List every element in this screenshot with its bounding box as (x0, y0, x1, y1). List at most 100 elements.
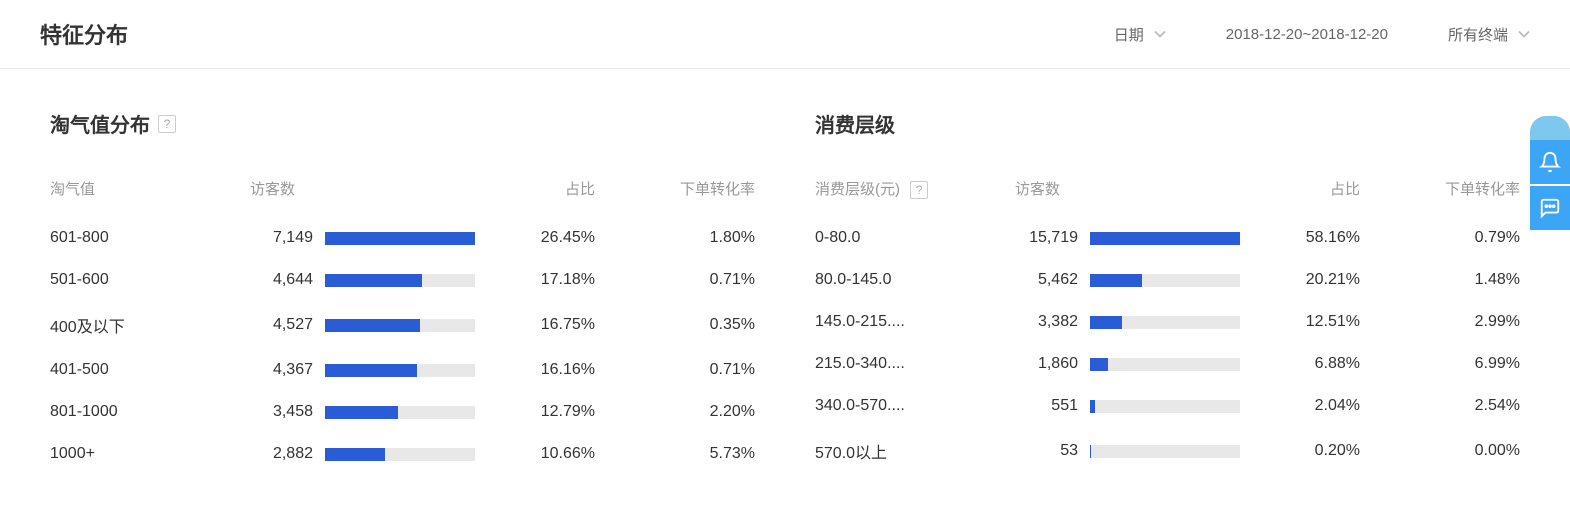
row-bar (1090, 358, 1245, 371)
col-header-visitors: 访客数 (250, 178, 480, 199)
row-visitors: 3,382 (1015, 313, 1090, 331)
row-bar (325, 448, 480, 461)
section-title: 消费层级 (815, 109, 1520, 138)
terminal-dropdown[interactable]: 所有终端 (1448, 24, 1530, 45)
row-label: 570.0以上 (815, 439, 1015, 463)
chat-button[interactable] (1530, 186, 1570, 230)
table-row: 215.0-340....1,8606.88%6.99% (815, 343, 1520, 385)
row-label: 80.0-145.0 (815, 271, 1015, 289)
page-title: 特征分布 (40, 18, 128, 50)
bar-track (1090, 316, 1240, 329)
row-conv: 2.20% (595, 403, 755, 421)
naughty-value-section: 淘气值分布 ? 淘气值 访客数 占比 下单转化率 601-8007,14926.… (50, 109, 755, 475)
header-controls: 日期 2018-12-20~2018-12-20 所有终端 (1114, 24, 1530, 45)
row-visitors: 1,860 (1015, 355, 1090, 373)
table-body-left: 601-8007,14926.45%1.80% 501-6004,644 17.18… (50, 217, 755, 475)
row-label: 401-500 (50, 361, 250, 379)
help-icon[interactable]: ? (158, 115, 176, 133)
row-visitors: 5,462 (1015, 271, 1090, 289)
bar-track (325, 448, 475, 461)
row-conv: 0.71% (595, 271, 755, 289)
bar-fill (325, 448, 385, 461)
row-visitors: 3,458 (250, 403, 325, 421)
section-title: 淘气值分布 ? (50, 109, 755, 138)
date-range-picker[interactable]: 2018-12-20~2018-12-20 (1226, 26, 1388, 43)
bell-icon (1539, 151, 1561, 173)
col-header-conv: 下单转化率 (595, 178, 755, 199)
row-conv: 0.79% (1360, 229, 1520, 247)
row-pct: 10.66% (480, 445, 595, 463)
table-body-right: 0-80.015,71958.16%0.79%80.0-145.05,46220… (815, 217, 1520, 475)
col-header-label: 消费层级(元) ? (815, 178, 1015, 199)
row-label: 340.0-570.... (815, 397, 1015, 415)
row-label: 0-80.0 (815, 229, 1015, 247)
page-header: 特征分布 日期 2018-12-20~2018-12-20 所有终端 (0, 0, 1570, 69)
bar-track (325, 406, 475, 419)
row-label: 1000+ (50, 445, 250, 463)
row-visitors: 53 (1015, 442, 1090, 460)
naughty-value-table: 淘气值 访客数 占比 下单转化率 601-8007,14926.45%1.80%… (50, 178, 755, 475)
row-conv: 1.48% (1360, 271, 1520, 289)
row-conv: 1.80% (595, 229, 755, 247)
chevron-down-icon (1154, 30, 1166, 38)
row-label: 501-600 (50, 271, 250, 289)
bar-track (325, 319, 475, 332)
section-title-text: 淘气值分布 (50, 109, 150, 138)
row-pct: 20.21% (1245, 271, 1360, 289)
bar-track (325, 274, 475, 287)
table-row: 80.0-145.05,462 20.21%1.48% (815, 259, 1520, 301)
date-label-dropdown[interactable]: 日期 (1114, 24, 1166, 45)
row-bar (325, 319, 480, 332)
table-header: 淘气值 访客数 占比 下单转化率 (50, 178, 755, 217)
row-bar (1090, 445, 1245, 458)
section-title-text: 消费层级 (815, 109, 895, 138)
table-row: 401-5004,36716.16%0.71% (50, 349, 755, 391)
row-visitors: 4,367 (250, 361, 325, 379)
col-header-visitors: 访客数 (1015, 178, 1245, 199)
row-pct: 2.04% (1245, 397, 1360, 415)
chat-icon (1539, 197, 1561, 219)
row-bar (1090, 400, 1245, 413)
chevron-down-icon (1518, 30, 1530, 38)
row-conv: 2.54% (1360, 397, 1520, 415)
col-header-pct: 占比 (480, 178, 595, 199)
row-pct: 0.20% (1245, 442, 1360, 460)
table-row: 601-8007,14926.45%1.80% (50, 217, 755, 259)
table-row: 145.0-215....3,38212.51%2.99% (815, 301, 1520, 343)
bar-fill (1090, 445, 1091, 458)
side-widgets (1530, 116, 1570, 232)
row-conv: 0.35% (595, 316, 755, 334)
row-label: 801-1000 (50, 403, 250, 421)
bar-fill (325, 319, 420, 332)
bar-fill (325, 232, 475, 245)
widget-decoration (1530, 116, 1570, 140)
row-visitors: 4,527 (250, 316, 325, 334)
table-row: 1000+2,88210.66%5.73% (50, 433, 755, 475)
terminal-label-text: 所有终端 (1448, 24, 1508, 45)
bar-track (325, 232, 475, 245)
col-header-conv: 下单转化率 (1360, 178, 1520, 199)
col-header-label-text: 消费层级(元) (815, 181, 900, 198)
row-bar (1090, 274, 1245, 287)
row-pct: 17.18% (480, 271, 595, 289)
bar-track (1090, 445, 1240, 458)
bar-track (1090, 232, 1240, 245)
notification-button[interactable] (1530, 140, 1570, 184)
row-visitors: 4,644 (250, 271, 325, 289)
bar-fill (1090, 316, 1122, 329)
row-visitors: 2,882 (250, 445, 325, 463)
col-header-label: 淘气值 (50, 178, 250, 199)
date-range-text: 2018-12-20~2018-12-20 (1226, 26, 1388, 43)
bar-fill (1090, 274, 1142, 287)
help-icon[interactable]: ? (910, 181, 928, 199)
row-conv: 2.99% (1360, 313, 1520, 331)
row-visitors: 15,719 (1015, 229, 1090, 247)
bar-track (325, 364, 475, 377)
row-visitors: 7,149 (250, 229, 325, 247)
row-label: 400及以下 (50, 313, 250, 337)
row-conv: 6.99% (1360, 355, 1520, 373)
row-visitors: 551 (1015, 397, 1090, 415)
table-row: 340.0-570....551 2.04%2.54% (815, 385, 1520, 427)
row-label: 145.0-215.... (815, 313, 1015, 331)
row-label: 215.0-340.... (815, 355, 1015, 373)
